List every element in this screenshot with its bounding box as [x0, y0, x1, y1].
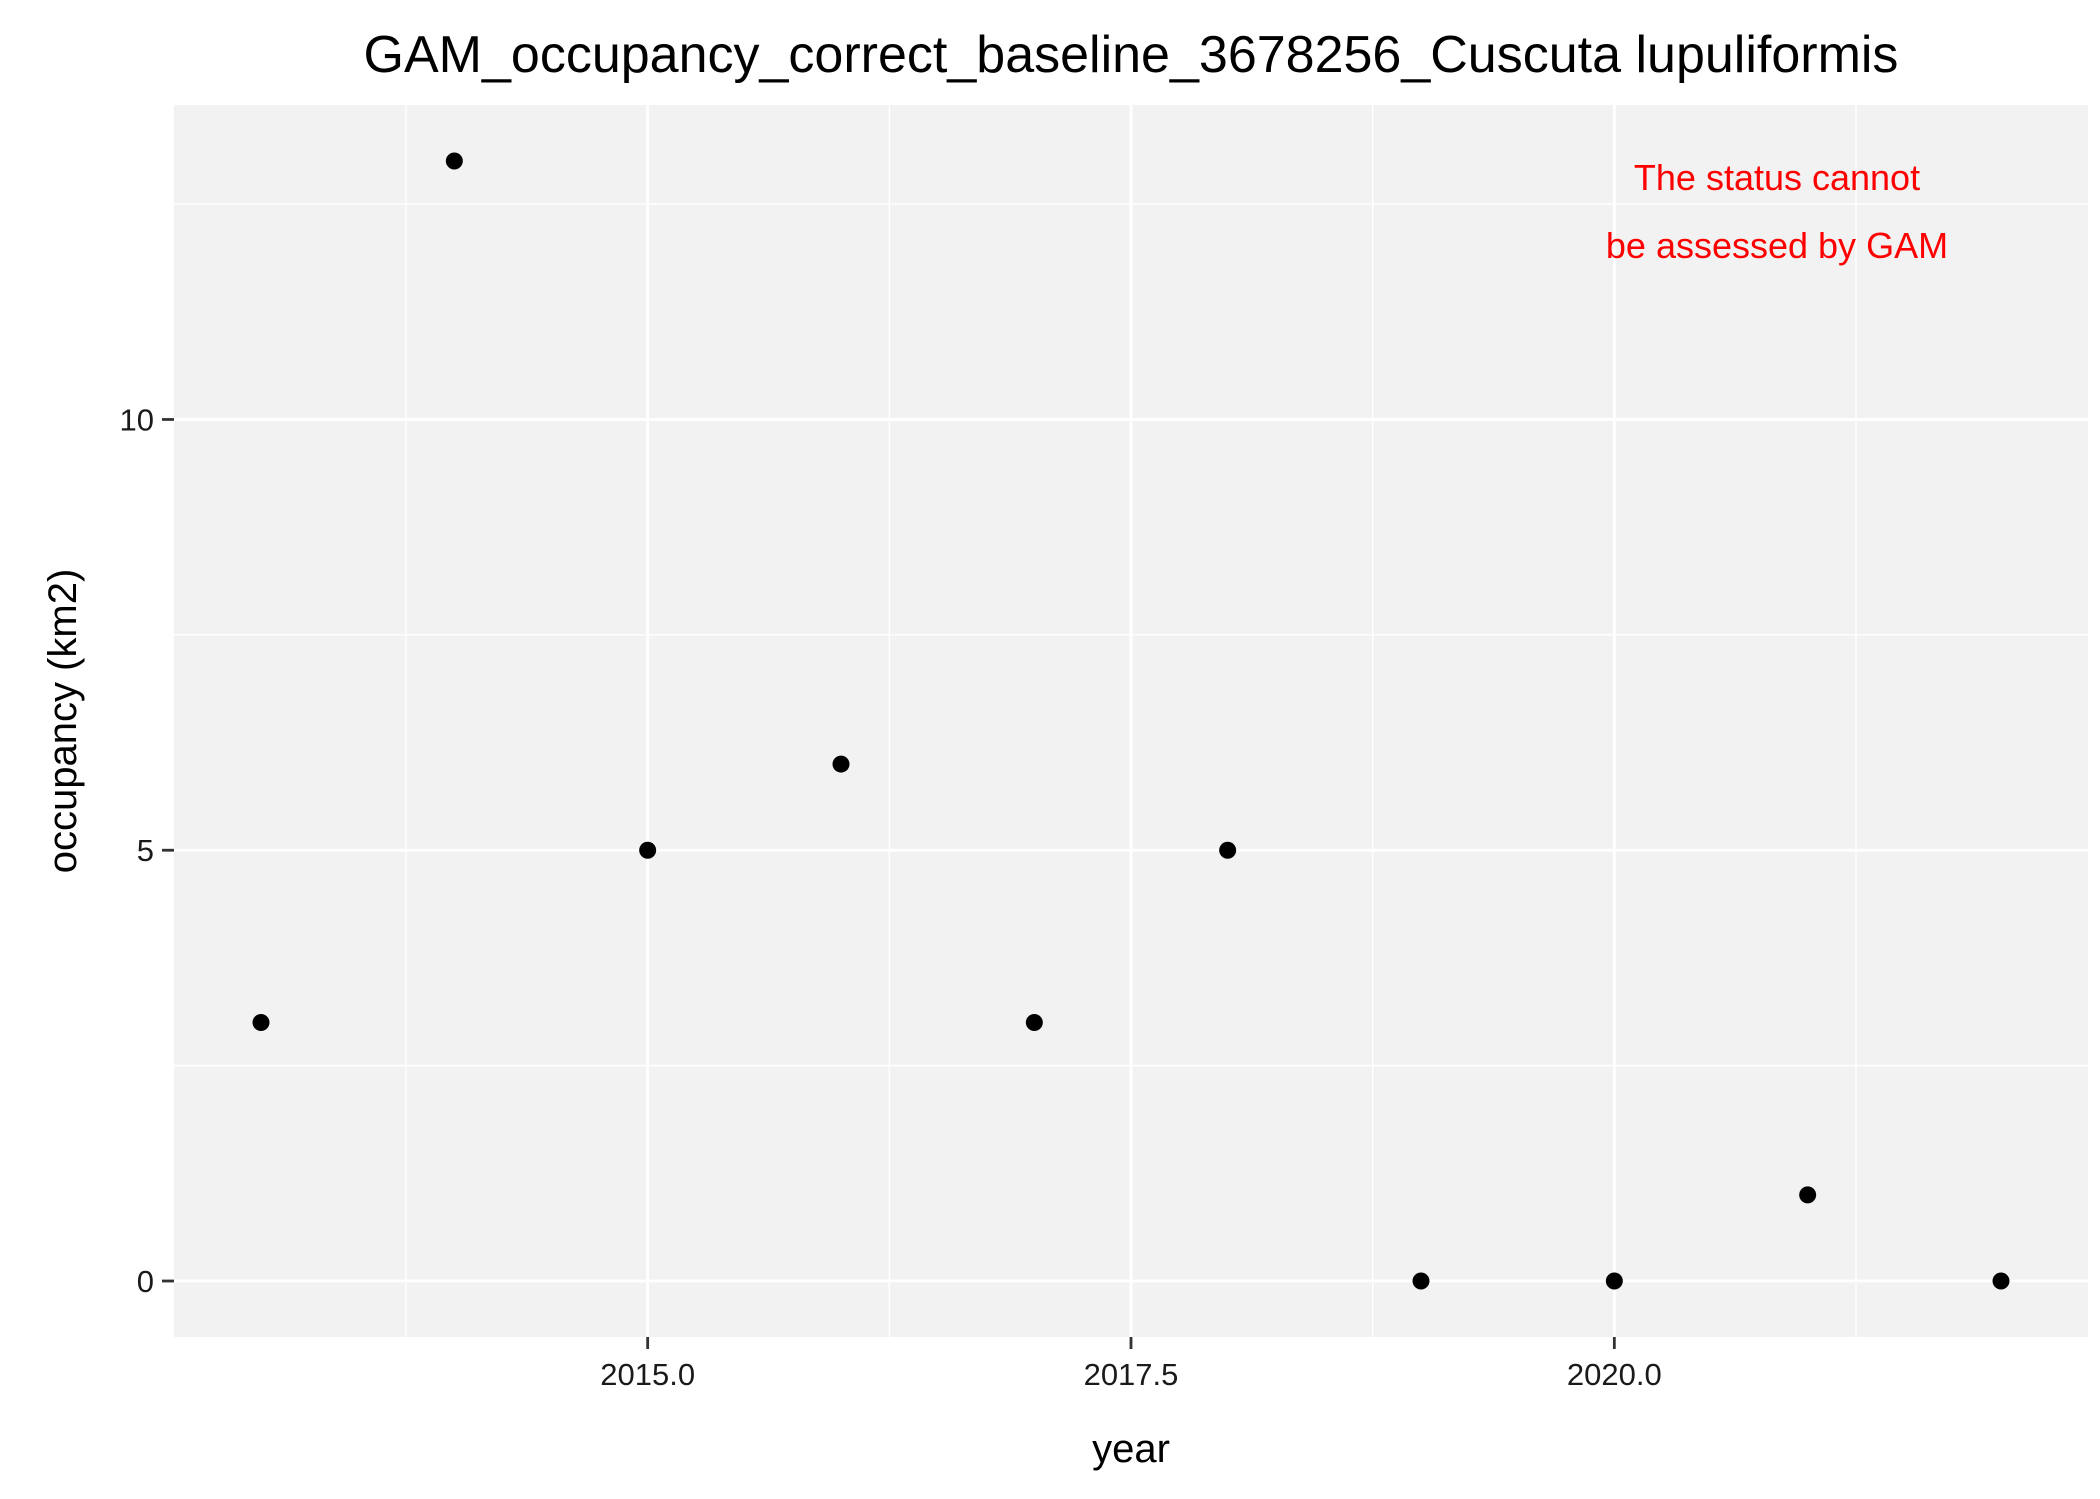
major-gridlines — [174, 105, 2088, 1337]
x-axis-title: year — [1092, 1427, 1170, 1471]
data-point — [1799, 1186, 1817, 1204]
x-tick-label: 2015.0 — [600, 1357, 695, 1392]
x-axis: 2015.0 2017.5 2020.0 — [600, 1337, 1662, 1392]
data-point — [1992, 1272, 2010, 1290]
data-points — [252, 152, 2010, 1290]
y-tick-label: 10 — [120, 402, 154, 437]
annotation: The status cannot be assessed by GAM — [1606, 157, 1948, 266]
data-point — [445, 152, 463, 170]
data-point — [1219, 841, 1237, 859]
y-tick-label: 0 — [137, 1264, 154, 1299]
data-point — [1025, 1014, 1043, 1032]
data-point — [832, 755, 850, 773]
x-tick-label: 2017.5 — [1084, 1357, 1179, 1392]
annotation-line: The status cannot — [1634, 157, 1920, 198]
data-point — [1412, 1272, 1430, 1290]
data-point — [1605, 1272, 1623, 1290]
y-tick-label: 5 — [137, 833, 154, 868]
x-tick-label: 2020.0 — [1567, 1357, 1662, 1392]
data-point — [252, 1014, 270, 1032]
data-point — [639, 841, 657, 859]
annotation-line: be assessed by GAM — [1606, 225, 1948, 266]
y-axis-title: occupancy (km2) — [41, 569, 85, 874]
chart-title: GAM_occupancy_correct_baseline_3678256_C… — [364, 26, 1899, 84]
y-axis: 0 5 10 — [120, 402, 174, 1299]
